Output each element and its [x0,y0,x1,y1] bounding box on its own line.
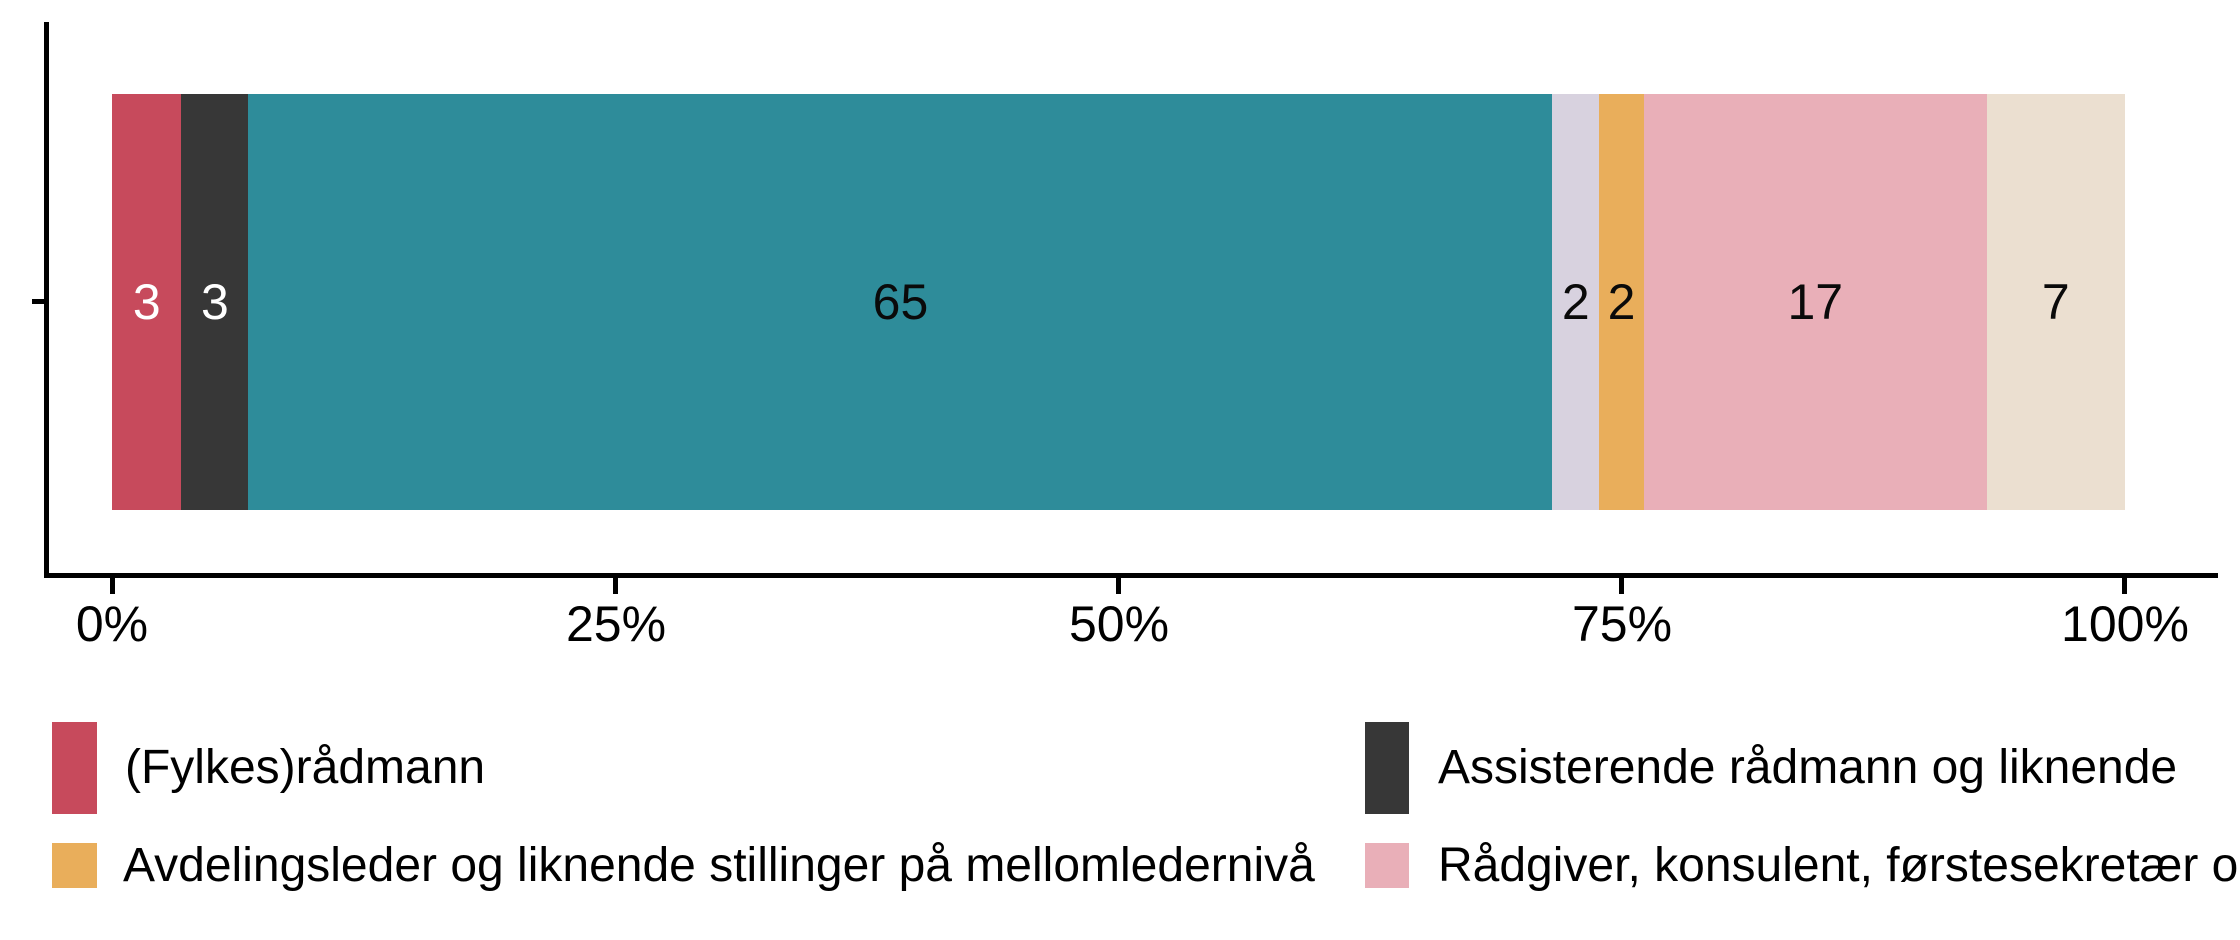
legend-swatch [52,722,97,814]
x-tick-label: 50% [1068,596,1170,652]
legend-label: (Fylkes)rådmann [125,741,486,795]
x-axis-tick [2122,578,2127,594]
x-axis-tick [1116,578,1121,594]
x-tick-label: 75% [1571,596,1673,652]
legend: (Fylkes)rådmann Assisterende rådmann og … [0,690,2240,940]
bar-segment: 2 [1599,94,1644,510]
bar-segment: 17 [1643,94,1987,510]
bar-segment: 2 [1552,94,1600,510]
bar-segment: 65 [248,94,1553,510]
x-axis-tick [1619,578,1624,594]
y-axis-line [44,22,49,578]
x-tick-label: 0% [75,596,149,652]
bar-segment: 7 [1986,94,2125,510]
bar-value-label: 7 [2041,274,2070,330]
x-axis-tick [110,578,115,594]
x-tick-label: 100% [2061,596,2189,652]
legend-label: Assisterende rådmann og liknende [1438,741,2178,795]
legend-swatch [52,843,97,888]
bar-value-label: 2 [1607,274,1636,330]
y-axis-tick [32,299,44,304]
bar-segment: 3 [181,94,249,510]
x-axis-line [44,573,2218,578]
bar-value-label: 3 [201,274,229,330]
x-tick-label: 25% [565,596,667,652]
bar-value-label: 2 [1561,274,1590,330]
legend-swatch [1365,722,1409,814]
x-axis-tick [613,578,618,594]
legend-label: Avdelingsleder og liknende stillinger på… [123,839,1315,893]
bar-value-label: 3 [132,274,161,330]
legend-label: Rådgiver, konsulent, førstesekretær o [1438,839,2239,893]
bar-segment: 3 [112,94,182,510]
stacked-bar: 3 3 65 2 2 17 7 [112,94,2125,510]
legend-swatch [1365,843,1409,888]
bar-value-label: 65 [872,274,929,330]
bar-value-label: 17 [1787,274,1844,330]
